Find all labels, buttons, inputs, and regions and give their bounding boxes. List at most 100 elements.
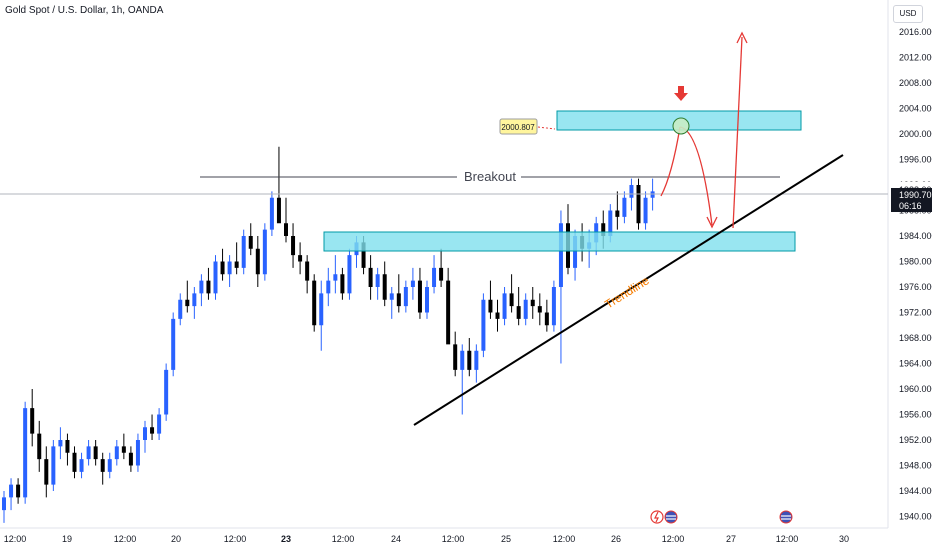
candle-body [544, 312, 549, 326]
x-axis: 12:00 19 12:00 20 12:00 23 12:00 24 12:00 25 12:00… [4, 534, 849, 544]
candle-body [622, 197, 627, 217]
x-tick-label: 27 [726, 534, 736, 544]
candle-body [305, 261, 310, 281]
candle-body [192, 293, 197, 307]
candle-body [262, 229, 267, 275]
candle-body [37, 433, 42, 460]
candle-body [269, 197, 274, 230]
y-tick-label: 1984.000 [899, 231, 932, 241]
price-label-box[interactable] [499, 118, 538, 135]
candle-body [220, 261, 225, 275]
candle-body [375, 274, 380, 287]
candle-body [16, 484, 21, 498]
target-circle [672, 117, 690, 135]
y-tick-label: 2004.000 [899, 104, 932, 114]
y-tick-label: 1996.000 [899, 155, 932, 165]
candle-body [284, 223, 288, 236]
candle-body [326, 280, 331, 294]
candle-body [86, 446, 91, 460]
down-arrow-head-icon [706, 216, 718, 229]
x-tick-label: 12:00 [442, 534, 465, 544]
down-marker-icon [674, 86, 688, 101]
candle-body [347, 255, 352, 294]
candle-body [276, 197, 281, 224]
candle-body [453, 344, 458, 370]
candle-body [502, 293, 507, 319]
candle-body [178, 299, 183, 319]
us-flag-event-icon[interactable] [779, 510, 793, 524]
trendline[interactable] [413, 154, 844, 426]
us-flag-event-icon[interactable] [664, 510, 678, 524]
candle-body [107, 459, 112, 472]
x-tick-label: 19 [62, 534, 72, 544]
y-tick-label: 1968.000 [899, 333, 932, 343]
symbol-title[interactable]: Gold Spot / U.S. Dollar, 1h, OANDA [5, 5, 164, 16]
candle-body [573, 236, 578, 268]
candle-body [135, 440, 140, 466]
y-tick-label: 1972.000 [899, 308, 932, 318]
candle-body [523, 299, 528, 319]
y-tick-label: 1964.000 [899, 359, 932, 369]
candle-body [2, 497, 6, 511]
projection-up-path [660, 126, 681, 197]
x-tick-label: 30 [839, 534, 849, 544]
x-tick-label: 26 [611, 534, 621, 544]
up-arrow-head-icon [736, 31, 748, 44]
candle-body [361, 242, 366, 268]
candle-body [248, 236, 253, 249]
candle-body [241, 236, 246, 268]
y-tick-label: 1948.000 [899, 461, 932, 471]
countdown-timer: 06:16 [899, 201, 922, 211]
candle-body [227, 261, 232, 275]
y-tick-label: 1944.000 [899, 486, 932, 496]
candle-body [312, 280, 317, 326]
y-tick-label: 1960.000 [899, 384, 932, 394]
candle-body [114, 446, 119, 460]
candle-body [340, 274, 345, 294]
candle-body [389, 293, 394, 300]
x-tick-label: 12:00 [332, 534, 355, 544]
trendline-label: Trendline [602, 273, 652, 311]
y-tick-label: 1980.000 [899, 257, 932, 267]
candle-body [530, 299, 535, 307]
candle-body [509, 293, 514, 307]
x-tick-label: 12:00 [553, 534, 576, 544]
candle-body [403, 287, 408, 307]
x-tick-label: 12:00 [114, 534, 137, 544]
event-flash-icon[interactable] [650, 510, 664, 524]
candle-body [558, 223, 563, 287]
candle-body [601, 223, 606, 236]
y-tick-label: 1956.000 [899, 410, 932, 420]
candle-body [9, 484, 14, 498]
candle-body [30, 408, 35, 434]
candle-body [608, 210, 613, 236]
candle-body [551, 287, 556, 326]
candle-body [51, 446, 56, 485]
support-zone[interactable] [323, 231, 796, 252]
candle-body [58, 440, 63, 447]
y-tick-label: 2016.000 [899, 27, 932, 37]
candle-body [382, 274, 387, 300]
candle-body [636, 185, 641, 224]
candle-body [199, 280, 204, 294]
candle-body [298, 255, 303, 262]
candle-body [495, 312, 500, 319]
y-tick-label: 2000.000 [899, 129, 932, 139]
x-tick-label: 12:00 [776, 534, 799, 544]
x-tick-label: 23 [281, 534, 291, 544]
currency-selector[interactable]: USD [893, 5, 923, 23]
candle-body [488, 299, 493, 313]
candle-body [474, 350, 479, 370]
candle-body [460, 350, 465, 370]
candle-body [537, 306, 542, 313]
candle-body [291, 236, 296, 256]
projection-rally-path [732, 36, 743, 229]
candle-body [410, 280, 415, 287]
current-price-value: 1990.705 [899, 190, 932, 200]
y-tick-label: 1952.000 [899, 435, 932, 445]
projection-down-path [679, 126, 713, 226]
candle-body [467, 350, 472, 370]
candle-body [396, 293, 401, 307]
candle-body [93, 446, 98, 460]
